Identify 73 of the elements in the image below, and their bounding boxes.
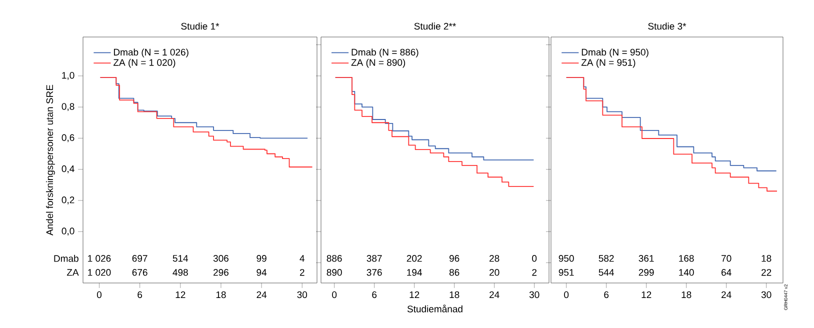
annotation: 168 [679,255,694,262]
y-tick-label: 1,0 [62,72,74,80]
x-tick-label: 18 [216,291,226,298]
y-tick-label: 0,0 [62,228,74,236]
x-tick-label: 12 [410,291,420,298]
x-tick-label: 24 [490,291,500,298]
annotation: 2 [300,269,304,276]
annotation: 387 [366,255,382,262]
annotation: 498 [172,269,188,276]
text: Dmab [54,254,78,262]
annotation: 20 [490,269,500,276]
annotation: 306 [213,255,228,262]
x-tick-label: 30 [761,291,772,298]
y-tick-label: 0,4 [62,165,74,174]
annotation: 1 026 [88,255,111,262]
x-tick-label: 18 [450,291,460,298]
y-tick-label: 0,8 [62,103,74,111]
annotation: 1 020 [88,269,111,276]
x-tick-label: 6 [372,291,377,298]
annotation: 582 [598,255,614,262]
annotation: 4 [300,255,304,262]
annotation: 22 [762,269,772,276]
annotation: 140 [679,269,694,276]
x-tick-label: 6 [138,291,142,298]
annotation: 86 [449,269,460,276]
y-axis-title: Andel forskningspersoner utan SRE [46,84,55,236]
x-tick-label: 24 [256,291,267,298]
annotation: 299 [638,269,654,276]
annotation: 890 [326,269,342,276]
annotation: 676 [132,269,148,276]
annotation: 99 [256,255,266,262]
x-tick-label: 18 [682,291,692,298]
annotation: 886 [326,255,342,262]
annotation: 70 [722,255,732,262]
annotation: 18 [762,255,772,262]
x-tick-label: 24 [722,291,732,298]
x-tick-label: 6 [604,291,609,298]
annotation: 361 [638,255,654,262]
x-tick-label: 0 [332,291,337,298]
annotation: 96 [449,255,460,262]
text: ZA [66,269,79,276]
annotation: 514 [172,255,188,262]
annotation: 28 [490,255,500,262]
annotation: 697 [132,255,148,262]
x-tick-label: 30 [529,291,540,298]
annotation: 2 [532,269,537,276]
x-tick-label: 30 [297,291,308,298]
legend-label: ZA (N = 1 020) [114,58,176,68]
annotation: 544 [598,269,614,276]
x-tick-label: 12 [642,291,652,298]
annotation: 376 [366,269,382,276]
annotation: 64 [722,269,732,276]
x-tick-label: 0 [564,291,569,298]
legend-label: Dmab (N = 950) [582,48,648,58]
legend-label: ZA (N = 890) [351,58,406,68]
chart-title: Studie 1* [181,22,220,30]
annotation: 202 [406,255,422,262]
annotation: 951 [558,269,574,276]
x-axis-title: Studiemånad [407,304,462,312]
legend-label: Dmab (N = 1 026) [114,48,188,58]
chart-title: Studie 2** [414,22,456,30]
y-tick-label: 0,2 [62,196,74,204]
x-tick-label: 0 [96,291,102,298]
annotation: 94 [256,269,267,276]
annotation: 950 [558,255,574,262]
legend-label: ZA (N = 951) [581,58,636,68]
x-tick-label: 12 [176,291,186,298]
legend-label: Dmab (N = 886) [352,48,418,58]
chart-title: Studie 3* [648,22,686,30]
annotation: 194 [407,269,422,276]
annotation: 296 [214,269,228,276]
y-tick-label: 0,6 [62,134,74,142]
annotation: 0 [532,255,537,262]
